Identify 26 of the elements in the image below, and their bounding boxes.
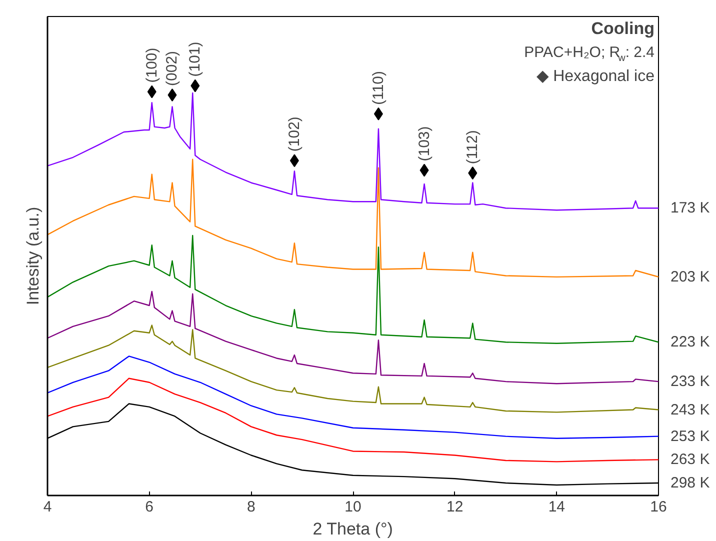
annotation: (112) — [464, 130, 482, 164]
x-tick-label: 10 — [344, 498, 362, 516]
text: ◆ Hexagonal ice — [536, 68, 655, 85]
annotation: (102) — [286, 116, 303, 152]
series-label: 298 K — [670, 474, 710, 492]
annotation: (100) — [143, 48, 160, 83]
x-axis-title: 2 Theta (°) — [312, 520, 393, 538]
annotation: (002) — [164, 50, 181, 86]
series-label: 263 K — [670, 451, 710, 468]
x-tick-label: 12 — [446, 498, 464, 516]
series-label: 173 K — [670, 200, 710, 217]
series-label: 243 K — [670, 401, 710, 418]
x-tick-label: 4 — [43, 498, 52, 516]
text: Cooling — [591, 19, 655, 38]
series-label: 233 K — [670, 373, 710, 390]
x-tick-label: 16 — [650, 498, 667, 516]
x-tick-label: 6 — [145, 498, 154, 516]
series-label: 223 K — [670, 334, 710, 351]
annotation: (110) — [370, 71, 387, 105]
x-tick-label: 8 — [246, 498, 256, 516]
annotation: (101) — [186, 42, 204, 77]
series-label: 253 K — [670, 428, 710, 445]
y-axis-title: Intesity (a.u.) — [24, 206, 42, 306]
x-tick-label: 14 — [548, 498, 566, 516]
annotation: (103) — [416, 126, 433, 162]
series-label: 203 K — [670, 268, 710, 286]
